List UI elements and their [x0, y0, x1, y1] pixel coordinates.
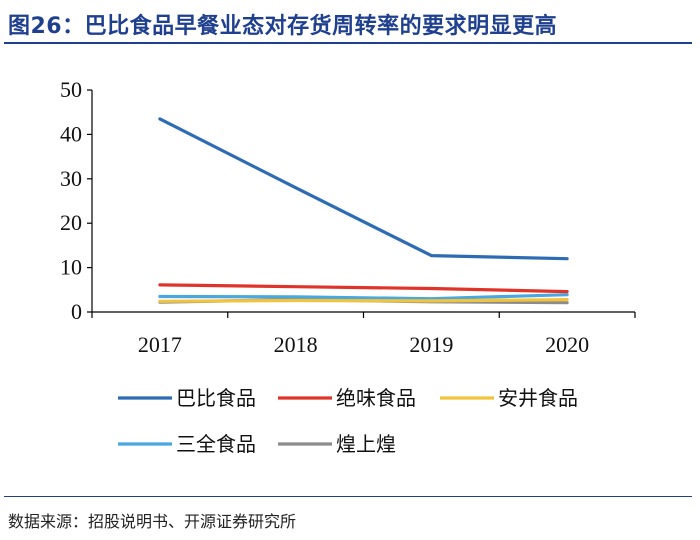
legend-label: 巴比食品: [176, 386, 256, 410]
legend-label: 绝味食品: [336, 386, 416, 410]
chart-axes: 0 10 20 30 40 50 2017 2018 2019 2020: [60, 77, 636, 357]
line-chart: 0 10 20 30 40 50 2017 2018 2019 2020 巴比食品 绝味食品 安井食品…: [60, 77, 636, 456]
y-tick-label: 30: [60, 166, 82, 191]
figure-title: 图26：巴比食品早餐业态对存货周转率的要求明显更高: [8, 14, 558, 39]
y-tick-label: 20: [60, 210, 82, 235]
legend-label: 安井食品: [498, 386, 578, 410]
source-note: 数据来源：招股说明书、开源证券研究所: [8, 512, 297, 531]
footer-rule: [4, 496, 692, 497]
x-tick-label: 2018: [274, 332, 318, 357]
series-line-安井食品: [158, 298, 569, 303]
series-line-绝味食品: [158, 283, 569, 294]
legend-label: 煌上煌: [336, 432, 396, 456]
y-tick-label: 50: [60, 77, 82, 102]
chart-series-lines: [158, 117, 569, 305]
series-line-三全食品: [158, 293, 569, 301]
x-tick-label: 2019: [409, 332, 453, 357]
y-tick-label: 10: [60, 255, 82, 280]
series-line-巴比食品: [158, 117, 569, 261]
x-tick-label: 2020: [545, 332, 589, 357]
y-tick-label: 0: [71, 299, 82, 324]
legend-label: 三全食品: [176, 432, 256, 456]
title-rule: [4, 42, 692, 44]
x-tick-label: 2017: [138, 332, 182, 357]
y-tick-label: 40: [60, 121, 82, 146]
